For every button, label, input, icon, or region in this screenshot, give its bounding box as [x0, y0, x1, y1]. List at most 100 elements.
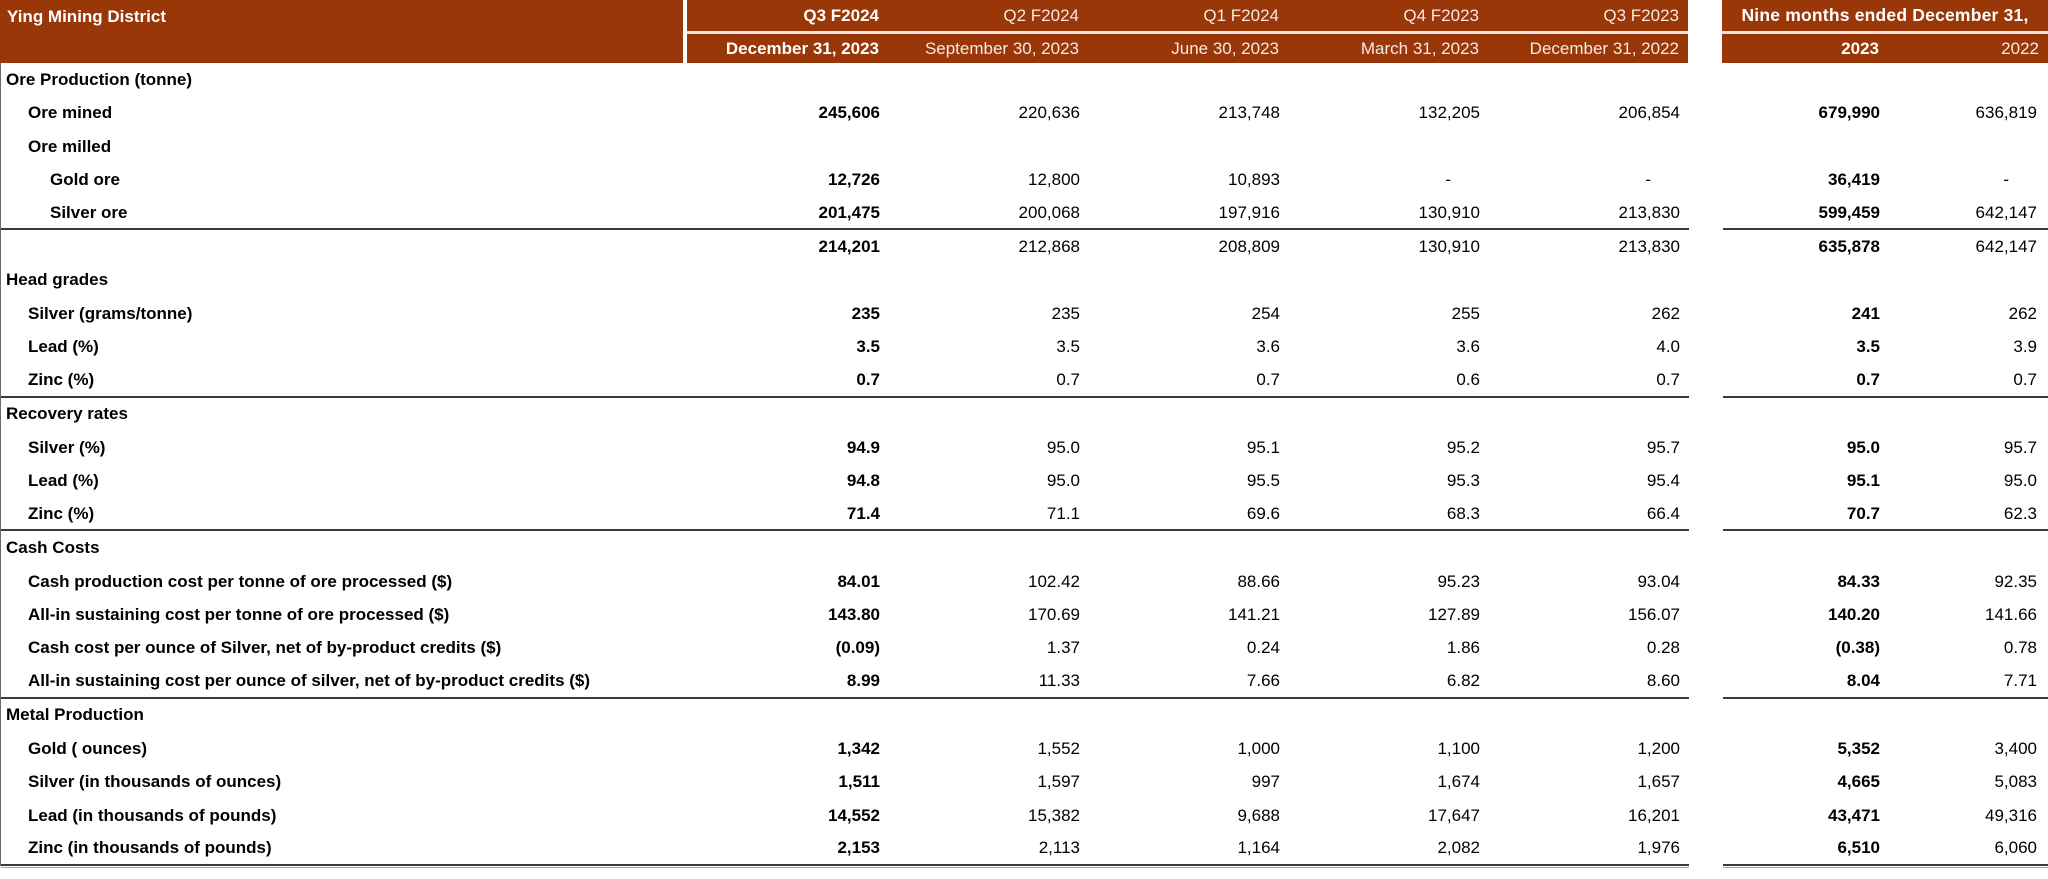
value-cell: 0.78 — [1889, 631, 2048, 666]
page-title: Ying Mining District — [7, 7, 166, 26]
value-cell: 0.6 — [1289, 364, 1489, 398]
value-cell — [686, 63, 889, 97]
value-cell: 1,657 — [1489, 765, 1689, 799]
row-label: Cash cost per ounce of Silver, net of by… — [1, 631, 686, 666]
value-cell: (0.09) — [686, 631, 889, 666]
value-cell: 93.04 — [1489, 564, 1689, 599]
value-cell — [1889, 129, 2048, 164]
value-cell — [1723, 698, 1889, 733]
value-cell — [1889, 698, 2048, 733]
gap-spacer — [1689, 297, 1723, 331]
gap-spacer — [1689, 531, 1723, 565]
row-label: Ore mined — [1, 96, 686, 130]
value-cell: 16,201 — [1489, 798, 1689, 833]
value-cell: 235 — [889, 297, 1089, 331]
quarter-header-cell: Q3 F2024 — [803, 5, 879, 25]
value-cell — [1889, 531, 2048, 565]
value-cell: 70.7 — [1723, 497, 1889, 532]
value-cell — [686, 531, 889, 565]
gap-spacer — [1689, 230, 1723, 264]
value-cell: 95.1 — [1089, 430, 1289, 465]
value-cell — [1723, 263, 1889, 298]
value-cell: 213,748 — [1089, 96, 1289, 130]
row-label: Silver (grams/tonne) — [1, 297, 686, 331]
value-cell: 262 — [1489, 297, 1689, 331]
gap-spacer — [1688, 0, 1722, 63]
value-cell: 94.9 — [686, 430, 889, 465]
value-cell — [1723, 531, 1889, 565]
value-cell: - — [1889, 163, 2048, 197]
value-cell: 3.9 — [1889, 330, 2048, 365]
value-cell: 213,830 — [1489, 196, 1689, 231]
nine-months-header: Nine months ended December 31, — [1741, 5, 2029, 25]
value-cell — [889, 397, 1089, 431]
value-cell — [889, 531, 1089, 565]
value-cell: 95.2 — [1289, 430, 1489, 465]
gap-spacer — [1689, 464, 1723, 498]
date-header-cell: September 30, 2023 — [924, 38, 1079, 58]
header-vertical-divider — [683, 0, 687, 63]
value-cell: 49,316 — [1889, 798, 2048, 833]
value-cell: 94.8 — [686, 464, 889, 498]
value-cell — [1089, 397, 1289, 431]
value-cell: 140.20 — [1723, 598, 1889, 632]
row-label: Gold ( ounces) — [1, 732, 686, 766]
quarter-header-cell: Q3 F2023 — [1603, 5, 1679, 25]
value-cell: 6,510 — [1723, 832, 1889, 866]
gap-spacer — [1689, 397, 1723, 431]
row-label: Cash production cost per tonne of ore pr… — [1, 564, 686, 599]
title-cell: Ying Mining District — [0, 0, 683, 63]
value-cell — [1889, 263, 2048, 298]
table-body: Ore Production (tonne) Ore mined 245,606 22… — [0, 63, 2048, 866]
value-cell: 5,083 — [1889, 765, 2048, 799]
value-cell: 1,000 — [1089, 732, 1289, 766]
gap-spacer — [1689, 129, 1723, 164]
value-cell: 127.89 — [1289, 598, 1489, 632]
value-cell: 0.7 — [1723, 364, 1889, 398]
value-cell: 2,113 — [889, 832, 1089, 866]
value-cell — [1089, 263, 1289, 298]
value-cell: 130,910 — [1289, 196, 1489, 231]
header-row-divider — [1722, 31, 2048, 34]
row-label: All-in sustaining cost per tonne of ore … — [1, 598, 686, 632]
row-label: Silver ore — [1, 196, 686, 231]
value-cell: 84.01 — [686, 564, 889, 599]
value-cell: 11.33 — [889, 665, 1089, 699]
value-cell: 0.7 — [889, 364, 1089, 398]
value-cell — [1289, 129, 1489, 164]
row-label: All-in sustaining cost per ounce of silv… — [1, 665, 686, 699]
value-cell: 1,511 — [686, 765, 889, 799]
value-cell: 2,153 — [686, 832, 889, 866]
value-cell: 92.35 — [1889, 564, 2048, 599]
value-cell: 95.7 — [1489, 430, 1689, 465]
value-cell — [1289, 263, 1489, 298]
value-cell: 255 — [1289, 297, 1489, 331]
quarter-labels-row: Q3 F2024 Q2 F2024 Q1 F2024 Q4 F2023 Q3 F2023 — [687, 0, 1688, 31]
value-cell — [889, 698, 1089, 733]
value-cell: 132,205 — [1289, 96, 1489, 130]
value-cell — [889, 263, 1089, 298]
value-cell: 71.4 — [686, 497, 889, 532]
value-cell — [1723, 397, 1889, 431]
value-cell: 642,147 — [1889, 230, 2048, 264]
gap-spacer — [1689, 430, 1723, 465]
gap-spacer — [1689, 832, 1723, 866]
value-cell: 2,082 — [1289, 832, 1489, 866]
value-cell: 208,809 — [1089, 230, 1289, 264]
value-cell: 3.5 — [1723, 330, 1889, 365]
value-cell: 102.42 — [889, 564, 1089, 599]
value-cell: 6.82 — [1289, 665, 1489, 699]
value-cell — [1289, 698, 1489, 733]
value-cell: (0.38) — [1723, 631, 1889, 666]
section-label: Head grades — [1, 263, 686, 298]
value-cell: 95.0 — [1723, 430, 1889, 465]
date-header-cell: December 31, 2022 — [1529, 38, 1679, 58]
value-cell: 156.07 — [1489, 598, 1689, 632]
row-label: Gold ore — [1, 163, 686, 197]
total-row-label — [1, 230, 686, 264]
value-cell: 7.66 — [1089, 665, 1289, 699]
gap-spacer — [1689, 263, 1723, 298]
value-cell: 200,068 — [889, 196, 1089, 231]
gap-spacer — [1689, 798, 1723, 833]
value-cell: 1,674 — [1289, 765, 1489, 799]
